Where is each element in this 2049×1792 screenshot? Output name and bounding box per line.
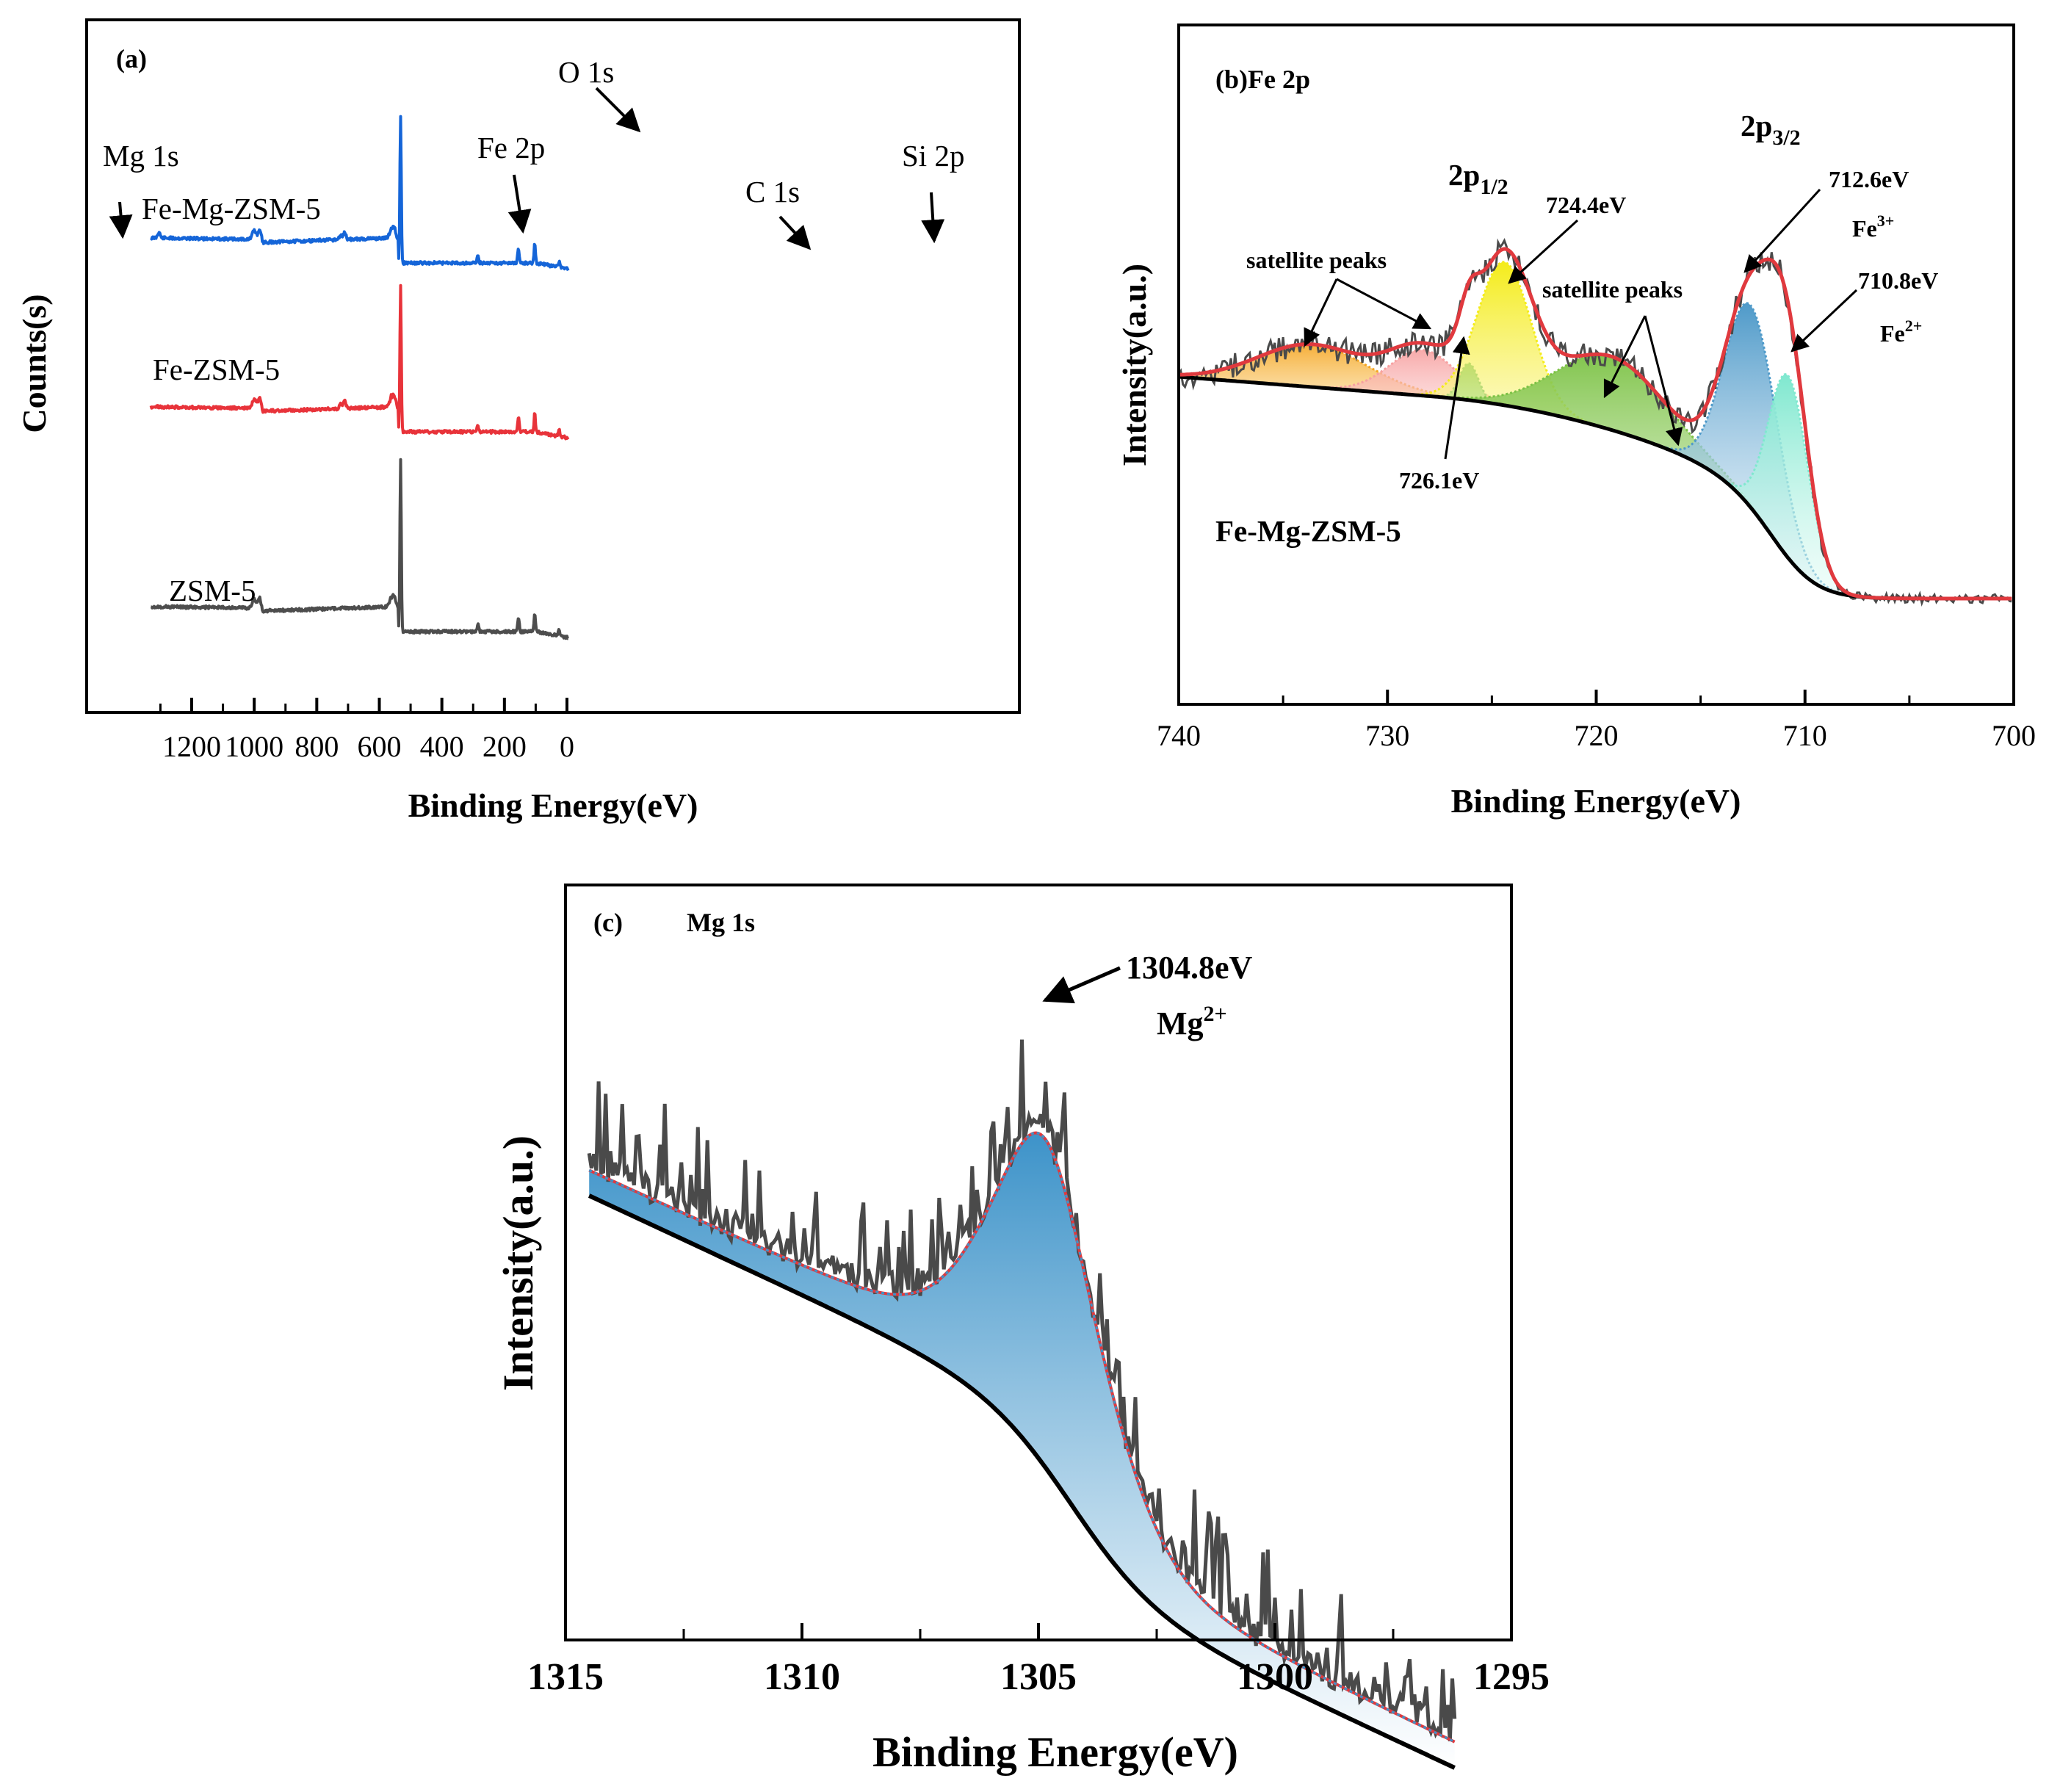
panel-b-y-title: Intensity(a.u.) — [1116, 264, 1153, 466]
label-fe2-sup: 2+ — [1905, 317, 1923, 335]
label-fe3-main: Fe — [1852, 215, 1877, 242]
label-fe3: Fe3+ — [1852, 212, 1894, 242]
arrow-sat-2 — [1336, 278, 1432, 330]
arrow-o1s — [595, 87, 641, 133]
x-tick-label-600: 600 — [358, 730, 402, 763]
arrow-si2p — [921, 192, 945, 244]
peak-label-mg1s: Mg 1s — [103, 139, 179, 173]
label-710: 710.8eV — [1858, 267, 1938, 294]
label-satellite-right: satellite peaks — [1542, 276, 1683, 303]
panel-b-x-title: Binding Energy(eV) — [1451, 782, 1741, 820]
label-mg2: Mg2+ — [1157, 1002, 1227, 1041]
x-tick-label-200: 200 — [483, 730, 527, 763]
peak-fe2-710-8-outline — [1704, 373, 1871, 599]
panel-a-label: (a) — [116, 44, 147, 73]
panel-a-x-ticks: 1200 1000 800 600 400 200 0 — [159, 698, 574, 763]
label-2p12: 2p1/2 — [1448, 158, 1508, 199]
label-2p32-sub: 3/2 — [1772, 126, 1800, 150]
panel-c: 1315 1310 1305 1300 1295 (c) Mg 1s 1304.8eV … — [494, 884, 1550, 1776]
arrow-712 — [1743, 188, 1821, 273]
panel-a-y-title: Counts(s) — [15, 294, 53, 433]
label-mg2-main: Mg — [1157, 1005, 1204, 1041]
peak-fe3-712-6-fill — [1641, 303, 1861, 597]
label-726: 726.1eV — [1399, 467, 1479, 494]
arrow-fe2p — [507, 174, 532, 234]
x-tick-label-1305: 1305 — [1000, 1656, 1077, 1698]
panel-a: 1200 1000 800 600 400 200 0 (a) Fe-Mg-ZSM-5 Fe… — [15, 18, 1021, 824]
arrow-sat-4 — [1644, 315, 1683, 447]
panel-c-x-ticks: 1315 1310 1305 1300 1295 — [527, 1623, 1550, 1698]
peak-724-4-fill — [1390, 261, 1619, 433]
panel-c-title: Mg 1s — [687, 908, 755, 937]
arrow-710 — [1790, 289, 1858, 353]
label-fe2: Fe2+ — [1880, 317, 1922, 347]
series-label-zsm5: ZSM-5 — [169, 574, 256, 607]
arrow-1304 — [1042, 966, 1121, 1004]
raw-spectrum-mg1s — [587, 1039, 1457, 1742]
baseline-mg1s — [588, 1193, 1456, 1770]
envelope-mg1s — [588, 1131, 1456, 1744]
x-tick-label-730: 730 — [1365, 719, 1409, 752]
panel-c-y-title: Intensity(a.u.) — [494, 1135, 542, 1391]
label-712: 712.6eV — [1829, 166, 1909, 192]
x-tick-label-700: 700 — [1992, 719, 2036, 752]
x-tick-label-1200: 1200 — [162, 730, 221, 763]
panel-c-fitted-peaks — [589, 1132, 1455, 1768]
panel-a-frame — [85, 18, 1021, 714]
peak-label-o1s: O 1s — [558, 55, 614, 89]
panel-b-sample-label: Fe-Mg-ZSM-5 — [1215, 514, 1401, 548]
x-tick-label-1310: 1310 — [764, 1656, 840, 1698]
panel-a-x-title: Binding Energy(eV) — [408, 787, 698, 824]
label-fe2-main: Fe — [1880, 320, 1905, 347]
panel-b-x-ticks: 740 730 720 710 700 — [1157, 690, 2036, 752]
label-1304: 1304.8eV — [1126, 950, 1253, 986]
peak-label-c1s: C 1s — [745, 175, 800, 209]
peak-satellite-719-fill — [1383, 354, 1838, 593]
peak-724-4-outline — [1390, 261, 1619, 433]
arrow-sat-1 — [1304, 278, 1338, 347]
series-label-fe-mg-zsm5: Fe-Mg-ZSM-5 — [142, 192, 321, 225]
panel-c-x-title: Binding Energy(eV) — [872, 1728, 1238, 1776]
x-tick-label-800: 800 — [294, 730, 339, 763]
arrow-c1s — [778, 215, 812, 250]
x-tick-label-1295: 1295 — [1473, 1656, 1550, 1698]
curve-zsm5 — [150, 458, 569, 640]
x-tick-label-710: 710 — [1783, 719, 1827, 752]
peak-satellite-733-fill — [1179, 344, 1540, 412]
curve-fe-zsm5 — [149, 283, 570, 441]
label-fe3-sup: 3+ — [1877, 212, 1895, 230]
label-2p12-sub: 1/2 — [1480, 175, 1508, 199]
label-2p32: 2p3/2 — [1741, 109, 1801, 150]
arrow-726 — [1444, 336, 1470, 460]
x-tick-label-740: 740 — [1157, 719, 1201, 752]
x-tick-label-720: 720 — [1575, 719, 1619, 752]
x-tick-label-1300: 1300 — [1237, 1656, 1313, 1698]
panel-b-label: (b)Fe 2p — [1215, 65, 1310, 94]
series-label-fe-zsm5: Fe-ZSM-5 — [153, 353, 280, 386]
label-724: 724.4eV — [1546, 192, 1626, 218]
curve-fe-mg-zsm5 — [150, 115, 570, 272]
peak-mg2-fill — [589, 1132, 1455, 1768]
arrow-mg1s — [109, 201, 133, 239]
peak-label-si2p: Si 2p — [902, 139, 964, 173]
panel-c-label: (c) — [593, 908, 623, 937]
x-tick-label-1000: 1000 — [225, 730, 283, 763]
x-tick-label-400: 400 — [420, 730, 464, 763]
panel-b: 740 730 720 710 700 (b)Fe 2p Fe-Mg-ZSM-5 sat… — [1116, 24, 2036, 820]
label-mg2-sup: 2+ — [1204, 1002, 1227, 1026]
arrow-724 — [1508, 219, 1579, 284]
label-satellite-left: satellite peaks — [1246, 247, 1387, 273]
panel-c-curves — [587, 1039, 1457, 1770]
label-2p32-main: 2p — [1741, 109, 1772, 142]
panel-a-curves — [149, 115, 570, 640]
x-tick-label-0: 0 — [560, 730, 574, 763]
arrow-sat-3 — [1603, 315, 1647, 399]
peak-label-fe2p: Fe 2p — [477, 131, 545, 165]
x-tick-label-1315: 1315 — [527, 1656, 604, 1698]
peak-fe2-710-8-fill — [1705, 374, 1871, 598]
label-2p12-main: 2p — [1448, 158, 1480, 192]
